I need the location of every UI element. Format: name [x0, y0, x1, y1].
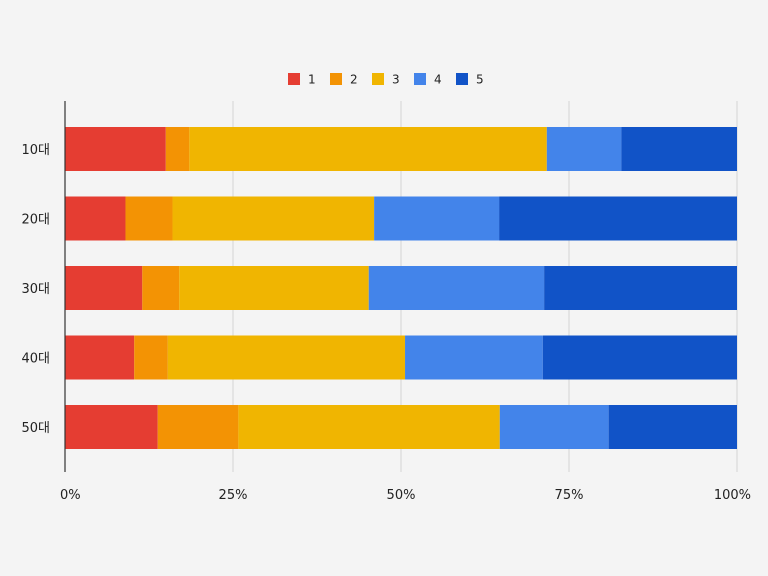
x-tick-label: 100%: [714, 488, 751, 503]
legend-swatch-3: [372, 73, 384, 85]
legend: 1 2 3 4 5: [288, 73, 484, 87]
bar-2-series-2: [125, 196, 173, 241]
bar-1-series-1: [65, 127, 166, 171]
bar-2-series-5: [499, 196, 737, 241]
bar-2-series-3: [172, 196, 375, 241]
y-tick-label: 20대: [21, 213, 50, 228]
legend-swatch-1: [288, 73, 300, 85]
bar-2-series-1: [65, 196, 126, 241]
legend-label-3: 3: [392, 73, 400, 87]
x-tick-label: 50%: [387, 488, 416, 503]
bar-4-series-4: [405, 335, 543, 380]
bar-5-series-2: [157, 405, 239, 449]
bars: [65, 127, 737, 449]
legend-swatch-4: [414, 73, 426, 85]
bar-3-series-1: [65, 266, 143, 310]
bar-1-series-5: [621, 127, 737, 171]
y-tick-label: 40대: [21, 352, 50, 367]
y-tick-label: 30대: [21, 282, 50, 297]
bar-4-series-5: [542, 335, 737, 380]
legend-label-2: 2: [350, 73, 358, 87]
x-tick-label: 75%: [555, 488, 584, 503]
x-tick-labels: 0% 25% 50% 75% 100%: [60, 488, 751, 503]
bar-4-series-1: [65, 335, 135, 380]
x-tick-label: 25%: [219, 488, 248, 503]
bar-1-series-2: [165, 127, 190, 171]
bar-3-series-5: [544, 266, 737, 310]
x-tick-label: 0%: [60, 488, 81, 503]
bar-3-series-2: [142, 266, 180, 310]
y-tick-label: 10대: [21, 143, 50, 158]
y-tick-label: 50대: [21, 421, 50, 436]
legend-swatch-2: [330, 73, 342, 85]
y-tick-labels: 10대 20대 30대 40대 50대: [21, 143, 50, 436]
bar-3-series-3: [179, 266, 369, 310]
bar-2-series-4: [374, 196, 500, 241]
legend-label-4: 4: [434, 73, 442, 87]
bar-5-series-1: [65, 405, 158, 449]
bar-4-series-2: [134, 335, 168, 380]
bar-4-series-3: [167, 335, 406, 380]
bar-1-series-4: [546, 127, 622, 171]
bar-5-series-4: [499, 405, 609, 449]
bar-3-series-4: [368, 266, 545, 310]
legend-label-1: 1: [308, 73, 316, 87]
legend-swatch-5: [456, 73, 468, 85]
bar-1-series-3: [189, 127, 547, 171]
legend-label-5: 5: [476, 73, 484, 87]
bar-5-series-3: [238, 405, 500, 449]
bar-5-series-5: [608, 405, 737, 449]
